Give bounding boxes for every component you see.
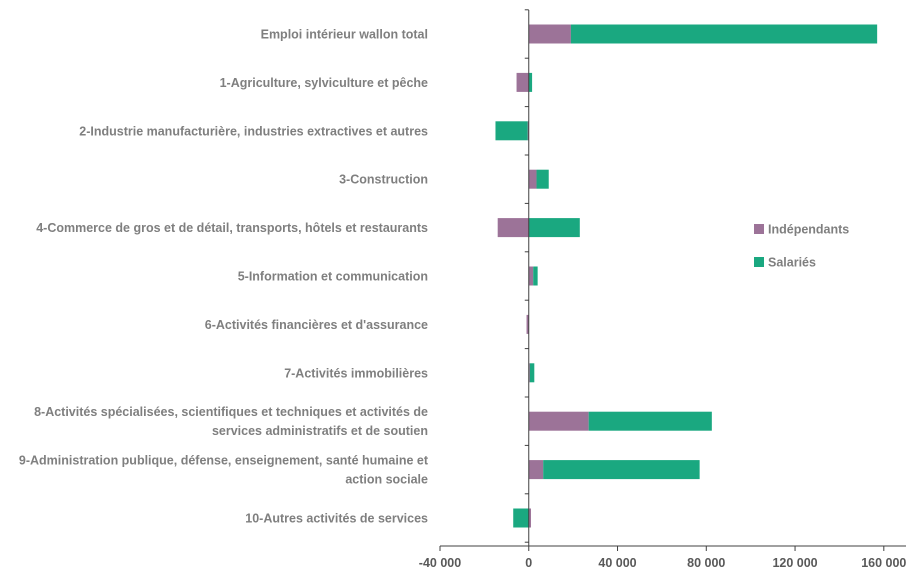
bar-independants-9 (528, 460, 544, 480)
axes-layer: -40 000 0 40 000 80 000 120 000 160 000 (419, 9, 906, 570)
category-label-8-line-0: 8-Activités spécialisées, scientifiques … (34, 405, 428, 419)
x-tick-label-2: 40 000 (598, 556, 636, 570)
bars-layer (495, 24, 878, 528)
bar-independants-2 (527, 121, 529, 141)
legend-label-0: Indépendants (768, 223, 849, 237)
category-label-7: 7-Activités immobilières (284, 366, 428, 380)
legend-label-1: Salariés (768, 256, 816, 270)
category-label-9-line-0: 9-Administration publique, défense, ense… (19, 454, 429, 468)
category-label-5: 5-Information et communication (238, 270, 428, 284)
bar-independants-5 (528, 266, 534, 286)
bar-salaries-3 (536, 169, 549, 189)
bar-salaries-8 (588, 411, 712, 431)
x-tick-label-1: 0 (525, 556, 532, 570)
category-labels: Emploi intérieur wallon total 1-Agricultu… (19, 28, 429, 526)
category-label-2: 2-Industrie manufacturière, industries e… (79, 124, 428, 138)
bar-independants-10 (528, 508, 531, 528)
bar-salaries-5 (533, 266, 538, 286)
x-tick-label-5: 160 000 (861, 556, 906, 570)
bar-salaries-10 (513, 508, 529, 528)
legend: Indépendants Salariés (754, 223, 849, 270)
bar-independants-3 (528, 169, 537, 189)
category-label-10: 10-Autres activités de services (245, 512, 428, 526)
category-label-4: 4-Commerce de gros et de détail, transpo… (36, 221, 428, 235)
bar-independants-4 (497, 218, 529, 238)
category-label-1: 1-Agriculture, sylviculture et pêche (220, 76, 428, 90)
bar-independants-1 (516, 72, 529, 92)
category-label-3: 3-Construction (339, 173, 428, 187)
bar-salaries-9 (543, 460, 700, 480)
category-label-6: 6-Activités financières et d'assurance (205, 318, 428, 332)
bar-salaries-1 (528, 72, 533, 92)
bar-salaries-4 (528, 218, 580, 238)
bar-independants-0 (528, 24, 571, 44)
bar-salaries-7 (529, 363, 535, 383)
x-tick-label-4: 120 000 (772, 556, 817, 570)
legend-swatch-1 (754, 257, 764, 267)
category-label-8-line-1: services administratifs et de soutien (212, 424, 428, 438)
x-tick-label-3: 80 000 (687, 556, 725, 570)
category-label-9-line-1: action sociale (345, 473, 428, 487)
bar-salaries-0 (570, 24, 878, 44)
bar-salaries-2 (495, 121, 528, 141)
category-label-0: Emploi intérieur wallon total (261, 28, 428, 42)
x-tick-label-0: -40 000 (419, 556, 461, 570)
bar-independants-8 (528, 411, 589, 431)
bar-independants-7 (528, 363, 530, 383)
bar-independants-6 (526, 314, 529, 334)
legend-swatch-0 (754, 224, 764, 234)
